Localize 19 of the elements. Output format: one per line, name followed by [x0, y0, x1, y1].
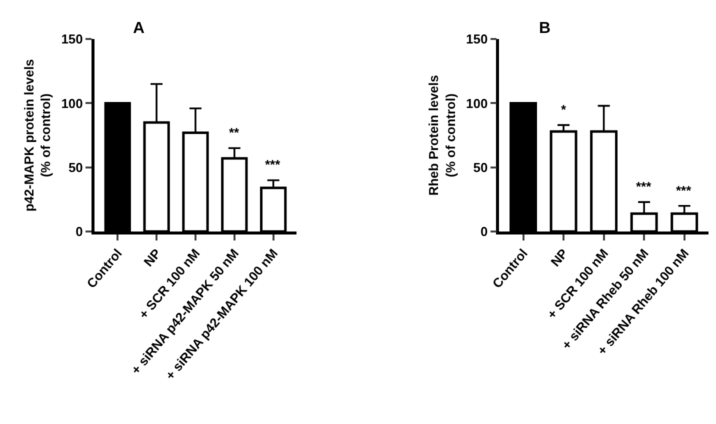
- data-label: ***: [676, 183, 692, 198]
- y-tick-label: 150: [466, 32, 488, 47]
- y-axis-title: Rheb Protein levels (% of control): [426, 74, 458, 196]
- y-tick-label: 150: [61, 32, 83, 47]
- chart-title: B: [539, 20, 551, 37]
- data-label: **: [229, 125, 240, 140]
- y-tick-label: 50: [68, 160, 83, 175]
- data-label: ***: [636, 179, 652, 194]
- data-label: *: [561, 102, 567, 117]
- y-tick-label: 100: [61, 96, 83, 111]
- y-tick-label: 0: [76, 224, 83, 240]
- y-axis-title: p42-MAPK protein levels (% of control): [21, 59, 54, 212]
- data-label: ***: [265, 157, 282, 172]
- x-tick-label: NP: [548, 246, 572, 270]
- x-tick-label: NP: [140, 246, 164, 270]
- chart-title: A: [133, 20, 145, 37]
- y-tick-label: 0: [480, 224, 488, 240]
- y-tick-label: 100: [466, 96, 488, 111]
- y-tick-label: 50: [473, 160, 488, 175]
